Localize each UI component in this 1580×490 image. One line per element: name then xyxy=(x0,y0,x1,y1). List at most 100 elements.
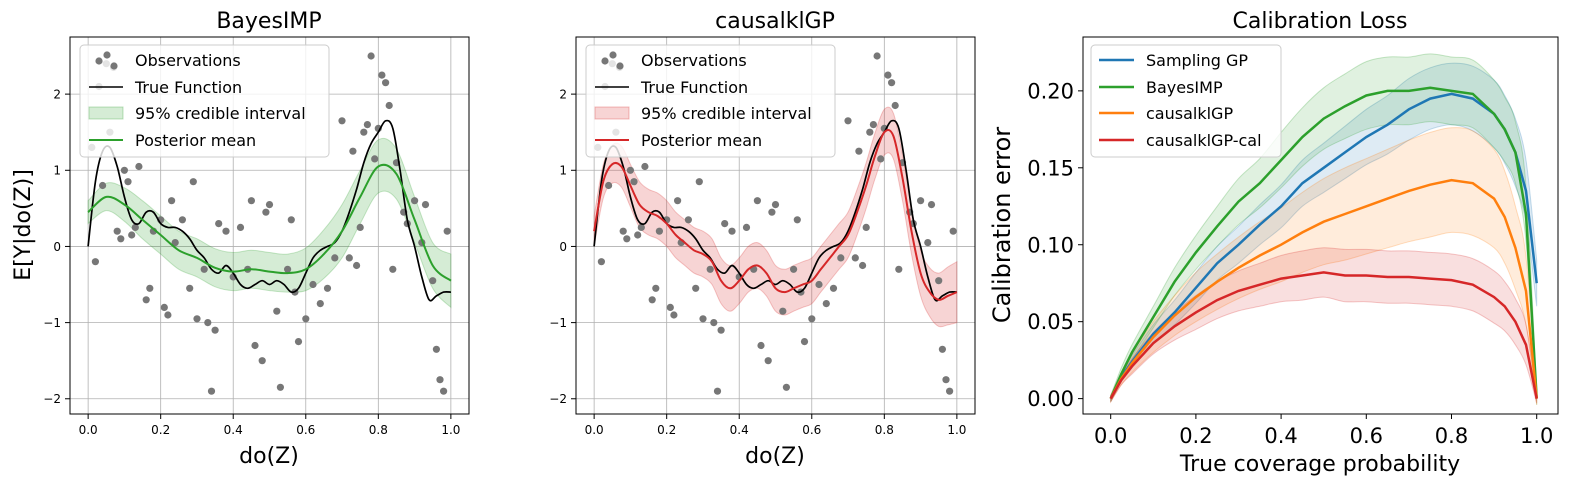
panel2-observation-point xyxy=(862,223,870,231)
panel1-true-function-line xyxy=(87,119,451,302)
panel1-ytick-label: 0 xyxy=(53,240,61,254)
panel2-observation-point xyxy=(623,235,631,243)
panel1-ytick-label: −2 xyxy=(43,392,61,406)
panel1-legend-obs-marker xyxy=(95,57,103,65)
panel2-observation-point xyxy=(648,296,656,304)
panel2-observation-point xyxy=(946,387,954,395)
panel1-legend-band-label: 95% credible interval xyxy=(135,104,306,123)
panel1-xtick-label: 0.2 xyxy=(151,423,170,437)
panel1-observation-point xyxy=(131,223,139,231)
panel3-ylabel: Calibration error xyxy=(988,127,1016,323)
panel1-observation-point xyxy=(265,201,274,209)
panel2-observation-point xyxy=(927,201,936,209)
panel2-frame xyxy=(575,36,976,415)
panel2-observation-point xyxy=(666,303,674,311)
panel1-observation-point xyxy=(309,280,317,289)
panel1-observation-point xyxy=(146,284,154,292)
panel3-series-line-3 xyxy=(1109,271,1538,400)
panel1-observation-point xyxy=(360,128,368,136)
panel2-observation-point xyxy=(757,341,765,350)
panel1-observation-point xyxy=(207,387,216,395)
panel1-observation-point xyxy=(284,265,292,273)
panel2-ticks: 0.0 0.2 0.4 0.6 0.8 1.0 −2 −1 0 1 2 xyxy=(549,87,966,437)
panel2-legend-band-label: 95% credible interval xyxy=(641,104,812,123)
panel2-observation-point xyxy=(924,239,932,247)
panel1-observation-point xyxy=(356,223,364,231)
panel2-legend-obs-label: Observations xyxy=(641,51,747,70)
panel3-ytick-label: 0.00 xyxy=(1027,387,1074,411)
panel1-observation-point xyxy=(247,197,255,205)
panel1-observation-point xyxy=(432,345,440,353)
panel2-observation-point xyxy=(793,216,801,224)
panel1-observation-point xyxy=(117,235,125,243)
panel1-observation-point xyxy=(204,319,212,327)
panel1-observation-point xyxy=(113,227,121,235)
panel1-observation-point xyxy=(302,315,310,323)
panel2-xtick-label: 0.2 xyxy=(657,423,676,437)
panel2-observation-point xyxy=(674,197,682,205)
panel2-posterior-mean xyxy=(593,128,958,301)
panel2-observation-point xyxy=(630,178,638,186)
panel2-observation-point xyxy=(938,345,947,353)
panel2-ytick-label: 0 xyxy=(559,240,567,254)
panel2-observation-point xyxy=(844,117,852,125)
panel2-observation-point xyxy=(782,383,791,391)
panel1-observation-point xyxy=(91,258,99,266)
panel1-observation-point xyxy=(287,216,295,224)
panel2-observation-point xyxy=(597,258,606,266)
panel1-observation-point xyxy=(99,181,107,190)
panel1-ytick-label: 2 xyxy=(53,87,61,101)
panel2-observation-point xyxy=(822,300,830,308)
panel-bayesimp: BayesIMP E[Y|do(Z)] do(Z) 0.0 0.2 0.4 0.6 0.… xyxy=(11,9,470,469)
panel1-observation-point xyxy=(276,383,284,391)
panel2-legend-obs-marker3 xyxy=(616,62,624,70)
panel2-observation-point xyxy=(949,227,957,235)
panel1-ylabel: E[Y|do(Z)] xyxy=(11,169,36,281)
panel1-legend-mean-label: Posterior mean xyxy=(135,131,256,150)
panel2-ytick-label: −2 xyxy=(549,392,567,406)
panel-causalklgp: causalklGP do(Z) 0.0 0.2 0.4 0.6 0.8 1.0−2−10… xyxy=(549,9,976,469)
panel2-observation-point xyxy=(851,254,859,262)
panel1-posterior-mean xyxy=(87,163,452,282)
panel1-observation-point xyxy=(443,227,451,235)
panel3-ytick-label: 0.05 xyxy=(1027,310,1074,334)
panel1-xtick-label: 1.0 xyxy=(441,423,460,437)
panel1-observation-point xyxy=(164,311,172,319)
panel1-ytick-label: −1 xyxy=(43,316,61,330)
panel2-legend-box xyxy=(585,44,836,158)
panel1-observation-point xyxy=(142,296,150,304)
panel2-observation-point xyxy=(884,71,892,79)
panel2-ytick-label: −1 xyxy=(549,316,567,330)
panel3-series-line-1 xyxy=(1109,86,1538,400)
panel1-observation-point xyxy=(273,307,281,315)
panel3-legend-cal-label: causalklGP-cal xyxy=(1146,131,1262,150)
panel2-observation-point xyxy=(808,315,816,323)
panel1-observation-point xyxy=(378,71,386,79)
panel3-series-line-2 xyxy=(1109,178,1538,400)
panel2-legend-obs-marker xyxy=(601,57,609,65)
panel2-xtick-label: 0.6 xyxy=(802,423,821,437)
panel2-legend-band-swatch xyxy=(594,106,630,120)
panel2-observation-point xyxy=(942,376,950,384)
panel2-legend-mean-label: Posterior mean xyxy=(641,131,762,150)
panel2-observation-point xyxy=(815,280,823,289)
panel2-observation-point xyxy=(869,121,878,129)
panel1-observation-point xyxy=(353,261,361,270)
panel3-xtick-label: 0.0 xyxy=(1094,424,1127,448)
panel1-observation-point xyxy=(436,376,444,384)
panel1-frame xyxy=(69,36,470,415)
panel1-observation-point xyxy=(135,162,143,171)
panel2-posterior-mean-line xyxy=(593,128,958,301)
panel1-true-function xyxy=(87,119,451,302)
panel1-observation-point xyxy=(171,239,179,247)
panel2-observation-point xyxy=(829,284,838,292)
panel3-xtick-label: 0.2 xyxy=(1179,424,1212,448)
panel3-xtick-label: 0.4 xyxy=(1264,424,1297,448)
panel1-observation-point xyxy=(258,357,266,365)
panel3-xtick-label: 0.8 xyxy=(1435,424,1468,448)
panel1-legend-box xyxy=(79,44,330,158)
panel2-observation-point xyxy=(917,197,925,205)
panel1-observation-point xyxy=(178,216,186,224)
panel2-observation-point xyxy=(634,231,642,239)
panel1-observation-point xyxy=(128,231,136,239)
